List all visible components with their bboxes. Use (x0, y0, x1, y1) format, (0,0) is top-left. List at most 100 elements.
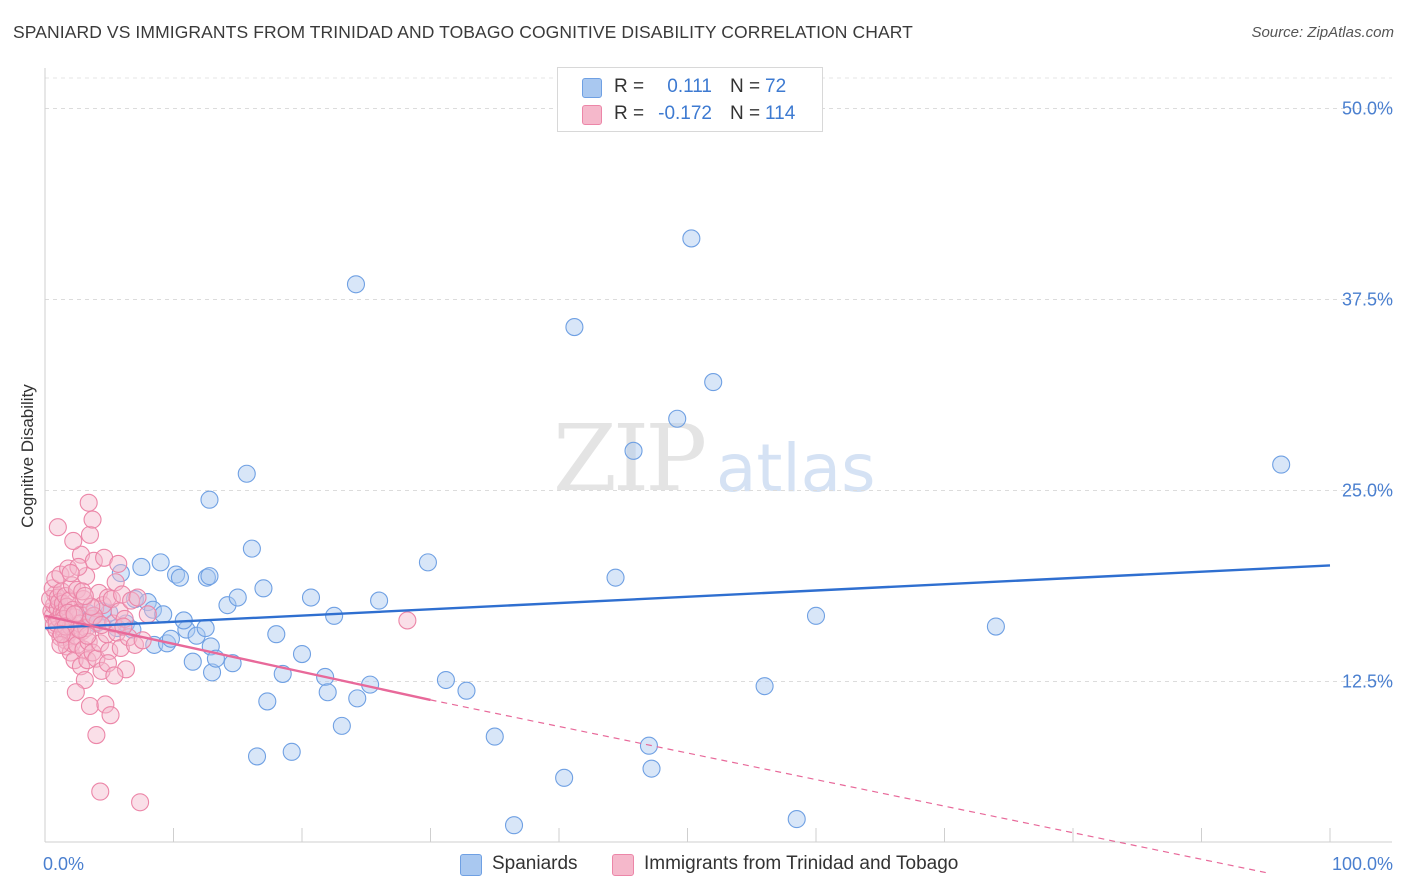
data-point (151, 553, 170, 572)
legend-swatch-spaniards (460, 854, 482, 876)
data-point (170, 568, 189, 587)
axes (44, 68, 1392, 843)
data-point (282, 742, 301, 761)
data-point (75, 586, 94, 606)
data-point (704, 373, 723, 392)
data-point (346, 275, 366, 294)
legend-label-spaniards: Spaniards (492, 853, 578, 874)
data-point (242, 539, 261, 558)
data-point (113, 585, 132, 604)
data-point (196, 619, 215, 638)
data-point (292, 645, 312, 664)
data-point (806, 606, 826, 625)
trend-lines (44, 564, 1331, 874)
data-point (80, 696, 100, 716)
data-point (301, 588, 321, 607)
data-point (82, 597, 101, 616)
data-point (485, 727, 504, 746)
data-point (254, 579, 273, 598)
legend-r-value: -0.172 (658, 103, 712, 124)
legend-r-value: 0.111 (667, 76, 712, 97)
data-point (131, 793, 150, 812)
data-point (755, 677, 774, 696)
legend-series: Spaniards Immigrants from Trinidad and T… (0, 852, 1406, 878)
data-point (79, 493, 98, 512)
data-point (418, 553, 437, 572)
chart-title: SPANIARD VS IMMIGRANTS FROM TRINIDAD AND… (13, 22, 913, 42)
watermark-atlas: atlas (716, 430, 876, 507)
data-point (77, 567, 96, 586)
data-point (398, 611, 417, 630)
y-tick-labels: 12.5% 25.0% 37.5% 50.0% (1342, 99, 1393, 692)
legend-swatch-trinidad (582, 105, 602, 125)
data-point (218, 596, 237, 615)
data-point (79, 632, 98, 651)
data-point (237, 464, 256, 483)
data-point (154, 605, 173, 624)
data-point (348, 689, 367, 708)
data-point (200, 567, 219, 586)
y-tick-label: 37.5% (1342, 290, 1393, 310)
data-point (565, 318, 584, 337)
legend-label-trinidad: Immigrants from Trinidad and Tobago (644, 853, 959, 874)
data-point (504, 816, 524, 835)
data-point (96, 695, 115, 714)
data-point (325, 606, 344, 625)
data-point (787, 810, 806, 829)
data-point (91, 782, 110, 801)
data-point (138, 605, 157, 624)
trend-line (44, 564, 1331, 630)
data-point (436, 670, 455, 690)
y-tick-label: 25.0% (1342, 481, 1393, 501)
data-point (267, 625, 286, 644)
legend-n-value: 114 (765, 103, 796, 124)
legend-n-label: N = (730, 76, 761, 97)
data-point (228, 588, 247, 607)
data-point (555, 768, 574, 787)
trend-line-extension (430, 699, 1266, 874)
data-point (132, 557, 151, 577)
x-tick-labels: 0.0% 100.0% (43, 854, 1393, 874)
data-point (258, 692, 277, 711)
legend-row-spaniards: R = 0.111 N = 72 (558, 73, 822, 101)
legend-stats: R = 0.111 N = 72 R = -0.172 N = 114 (557, 67, 823, 132)
legend-r-label: R = (614, 103, 645, 124)
legend-swatch-spaniards (582, 78, 602, 98)
y-tick-label: 12.5% (1342, 672, 1393, 692)
data-point (87, 725, 106, 745)
source-label: Source: ZipAtlas.com (1251, 24, 1394, 41)
data-point (48, 518, 67, 537)
series-spaniards (78, 229, 1291, 835)
data-point (83, 510, 102, 529)
data-point (668, 409, 687, 428)
data-point (318, 683, 337, 702)
x-tick-label: 100.0% (1332, 854, 1393, 874)
data-point (682, 229, 701, 248)
trend-line (44, 614, 431, 702)
data-point (370, 591, 389, 610)
legend-row-trinidad: R = -0.172 N = 114 (558, 100, 822, 128)
data-point (639, 736, 659, 755)
data-point (80, 525, 100, 544)
data-point (61, 564, 80, 583)
series-trinidad-tobago (41, 493, 417, 812)
legend-swatch-trinidad (612, 854, 634, 876)
data-point (116, 660, 136, 679)
data-point (66, 683, 85, 702)
data-point (105, 666, 124, 685)
data-point (133, 631, 152, 650)
x-tick-label: 0.0% (43, 854, 84, 874)
data-point (642, 759, 661, 778)
data-point (101, 706, 120, 725)
data-point (247, 747, 267, 766)
data-point (183, 652, 202, 671)
data-point (52, 625, 71, 644)
legend-n-label: N = (730, 103, 761, 124)
legend-n-value: 72 (765, 76, 787, 97)
y-tick-label: 50.0% (1342, 99, 1393, 119)
data-point (203, 663, 222, 682)
data-point (1272, 455, 1291, 474)
data-point (986, 617, 1005, 636)
data-point (75, 670, 94, 690)
